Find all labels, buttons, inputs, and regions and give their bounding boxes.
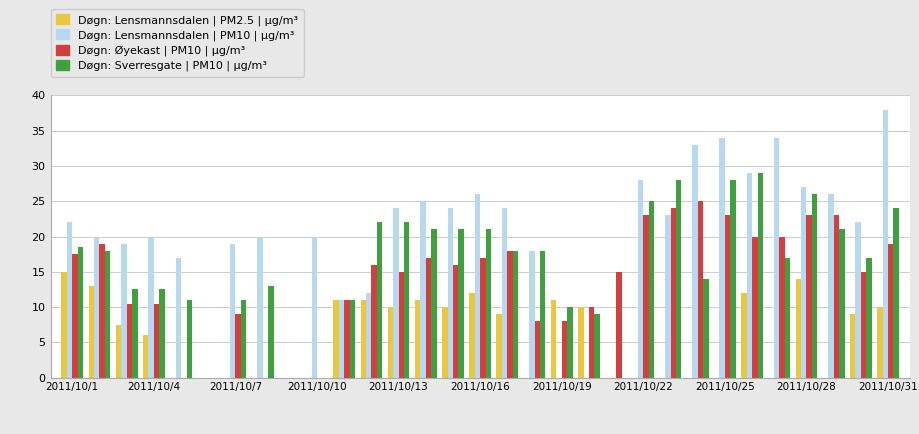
- Bar: [774, 138, 779, 378]
- Bar: [496, 314, 502, 378]
- Bar: [882, 110, 888, 378]
- Bar: [578, 307, 584, 378]
- Bar: [149, 237, 153, 378]
- Bar: [425, 258, 431, 378]
- Bar: [187, 300, 192, 378]
- Bar: [143, 335, 149, 378]
- Bar: [746, 173, 752, 378]
- Bar: [159, 289, 165, 378]
- Bar: [888, 243, 893, 378]
- Bar: [480, 258, 485, 378]
- Bar: [377, 222, 382, 378]
- Bar: [99, 243, 105, 378]
- Bar: [502, 208, 507, 378]
- Bar: [153, 303, 159, 378]
- Bar: [529, 250, 535, 378]
- Bar: [235, 314, 241, 378]
- Bar: [867, 258, 872, 378]
- Bar: [540, 250, 546, 378]
- Bar: [470, 293, 475, 378]
- Bar: [431, 230, 437, 378]
- Bar: [807, 215, 811, 378]
- Bar: [513, 250, 518, 378]
- Bar: [334, 300, 339, 378]
- Bar: [725, 215, 731, 378]
- Bar: [811, 194, 817, 378]
- Bar: [78, 247, 84, 378]
- Bar: [850, 314, 856, 378]
- Bar: [121, 243, 127, 378]
- Bar: [414, 300, 420, 378]
- Bar: [861, 272, 867, 378]
- Bar: [230, 243, 235, 378]
- Bar: [638, 180, 643, 378]
- Bar: [893, 208, 899, 378]
- Bar: [453, 265, 459, 378]
- Bar: [388, 307, 393, 378]
- Bar: [535, 321, 540, 378]
- Bar: [399, 272, 404, 378]
- Bar: [589, 307, 595, 378]
- Bar: [567, 307, 573, 378]
- Bar: [349, 300, 355, 378]
- Bar: [268, 286, 274, 378]
- Bar: [671, 208, 676, 378]
- Bar: [796, 279, 801, 378]
- Bar: [616, 272, 621, 378]
- Bar: [312, 237, 317, 378]
- Bar: [757, 173, 763, 378]
- Bar: [839, 230, 845, 378]
- Bar: [643, 215, 649, 378]
- Bar: [665, 215, 671, 378]
- Bar: [801, 187, 807, 378]
- Bar: [731, 180, 736, 378]
- Bar: [420, 201, 425, 378]
- Bar: [116, 325, 121, 378]
- Bar: [877, 307, 882, 378]
- Bar: [550, 300, 556, 378]
- Bar: [176, 258, 181, 378]
- Bar: [442, 307, 448, 378]
- Bar: [73, 254, 78, 378]
- Bar: [127, 303, 132, 378]
- Bar: [393, 208, 399, 378]
- Bar: [752, 237, 757, 378]
- Bar: [88, 286, 94, 378]
- Bar: [62, 272, 67, 378]
- Bar: [459, 230, 464, 378]
- Bar: [649, 201, 654, 378]
- Bar: [785, 258, 790, 378]
- Bar: [105, 250, 110, 378]
- Bar: [241, 300, 246, 378]
- Bar: [360, 300, 366, 378]
- Bar: [67, 222, 73, 378]
- Bar: [562, 321, 567, 378]
- Bar: [475, 194, 480, 378]
- Bar: [692, 145, 698, 378]
- Bar: [485, 230, 491, 378]
- Bar: [507, 250, 513, 378]
- Bar: [132, 289, 138, 378]
- Bar: [448, 208, 453, 378]
- Bar: [828, 194, 834, 378]
- Bar: [404, 222, 410, 378]
- Bar: [257, 237, 263, 378]
- Bar: [779, 237, 785, 378]
- Bar: [742, 293, 746, 378]
- Bar: [345, 300, 349, 378]
- Bar: [856, 222, 861, 378]
- Bar: [720, 138, 725, 378]
- Bar: [834, 215, 839, 378]
- Bar: [371, 265, 377, 378]
- Bar: [703, 279, 709, 378]
- Bar: [366, 293, 371, 378]
- Bar: [595, 314, 600, 378]
- Bar: [94, 237, 99, 378]
- Legend: Døgn: Lensmannsdalen | PM2.5 | µg/m³, Døgn: Lensmannsdalen | PM10 | µg/m³, Døgn:: Døgn: Lensmannsdalen | PM2.5 | µg/m³, Dø…: [51, 9, 304, 76]
- Bar: [676, 180, 681, 378]
- Bar: [698, 201, 703, 378]
- Bar: [339, 300, 345, 378]
